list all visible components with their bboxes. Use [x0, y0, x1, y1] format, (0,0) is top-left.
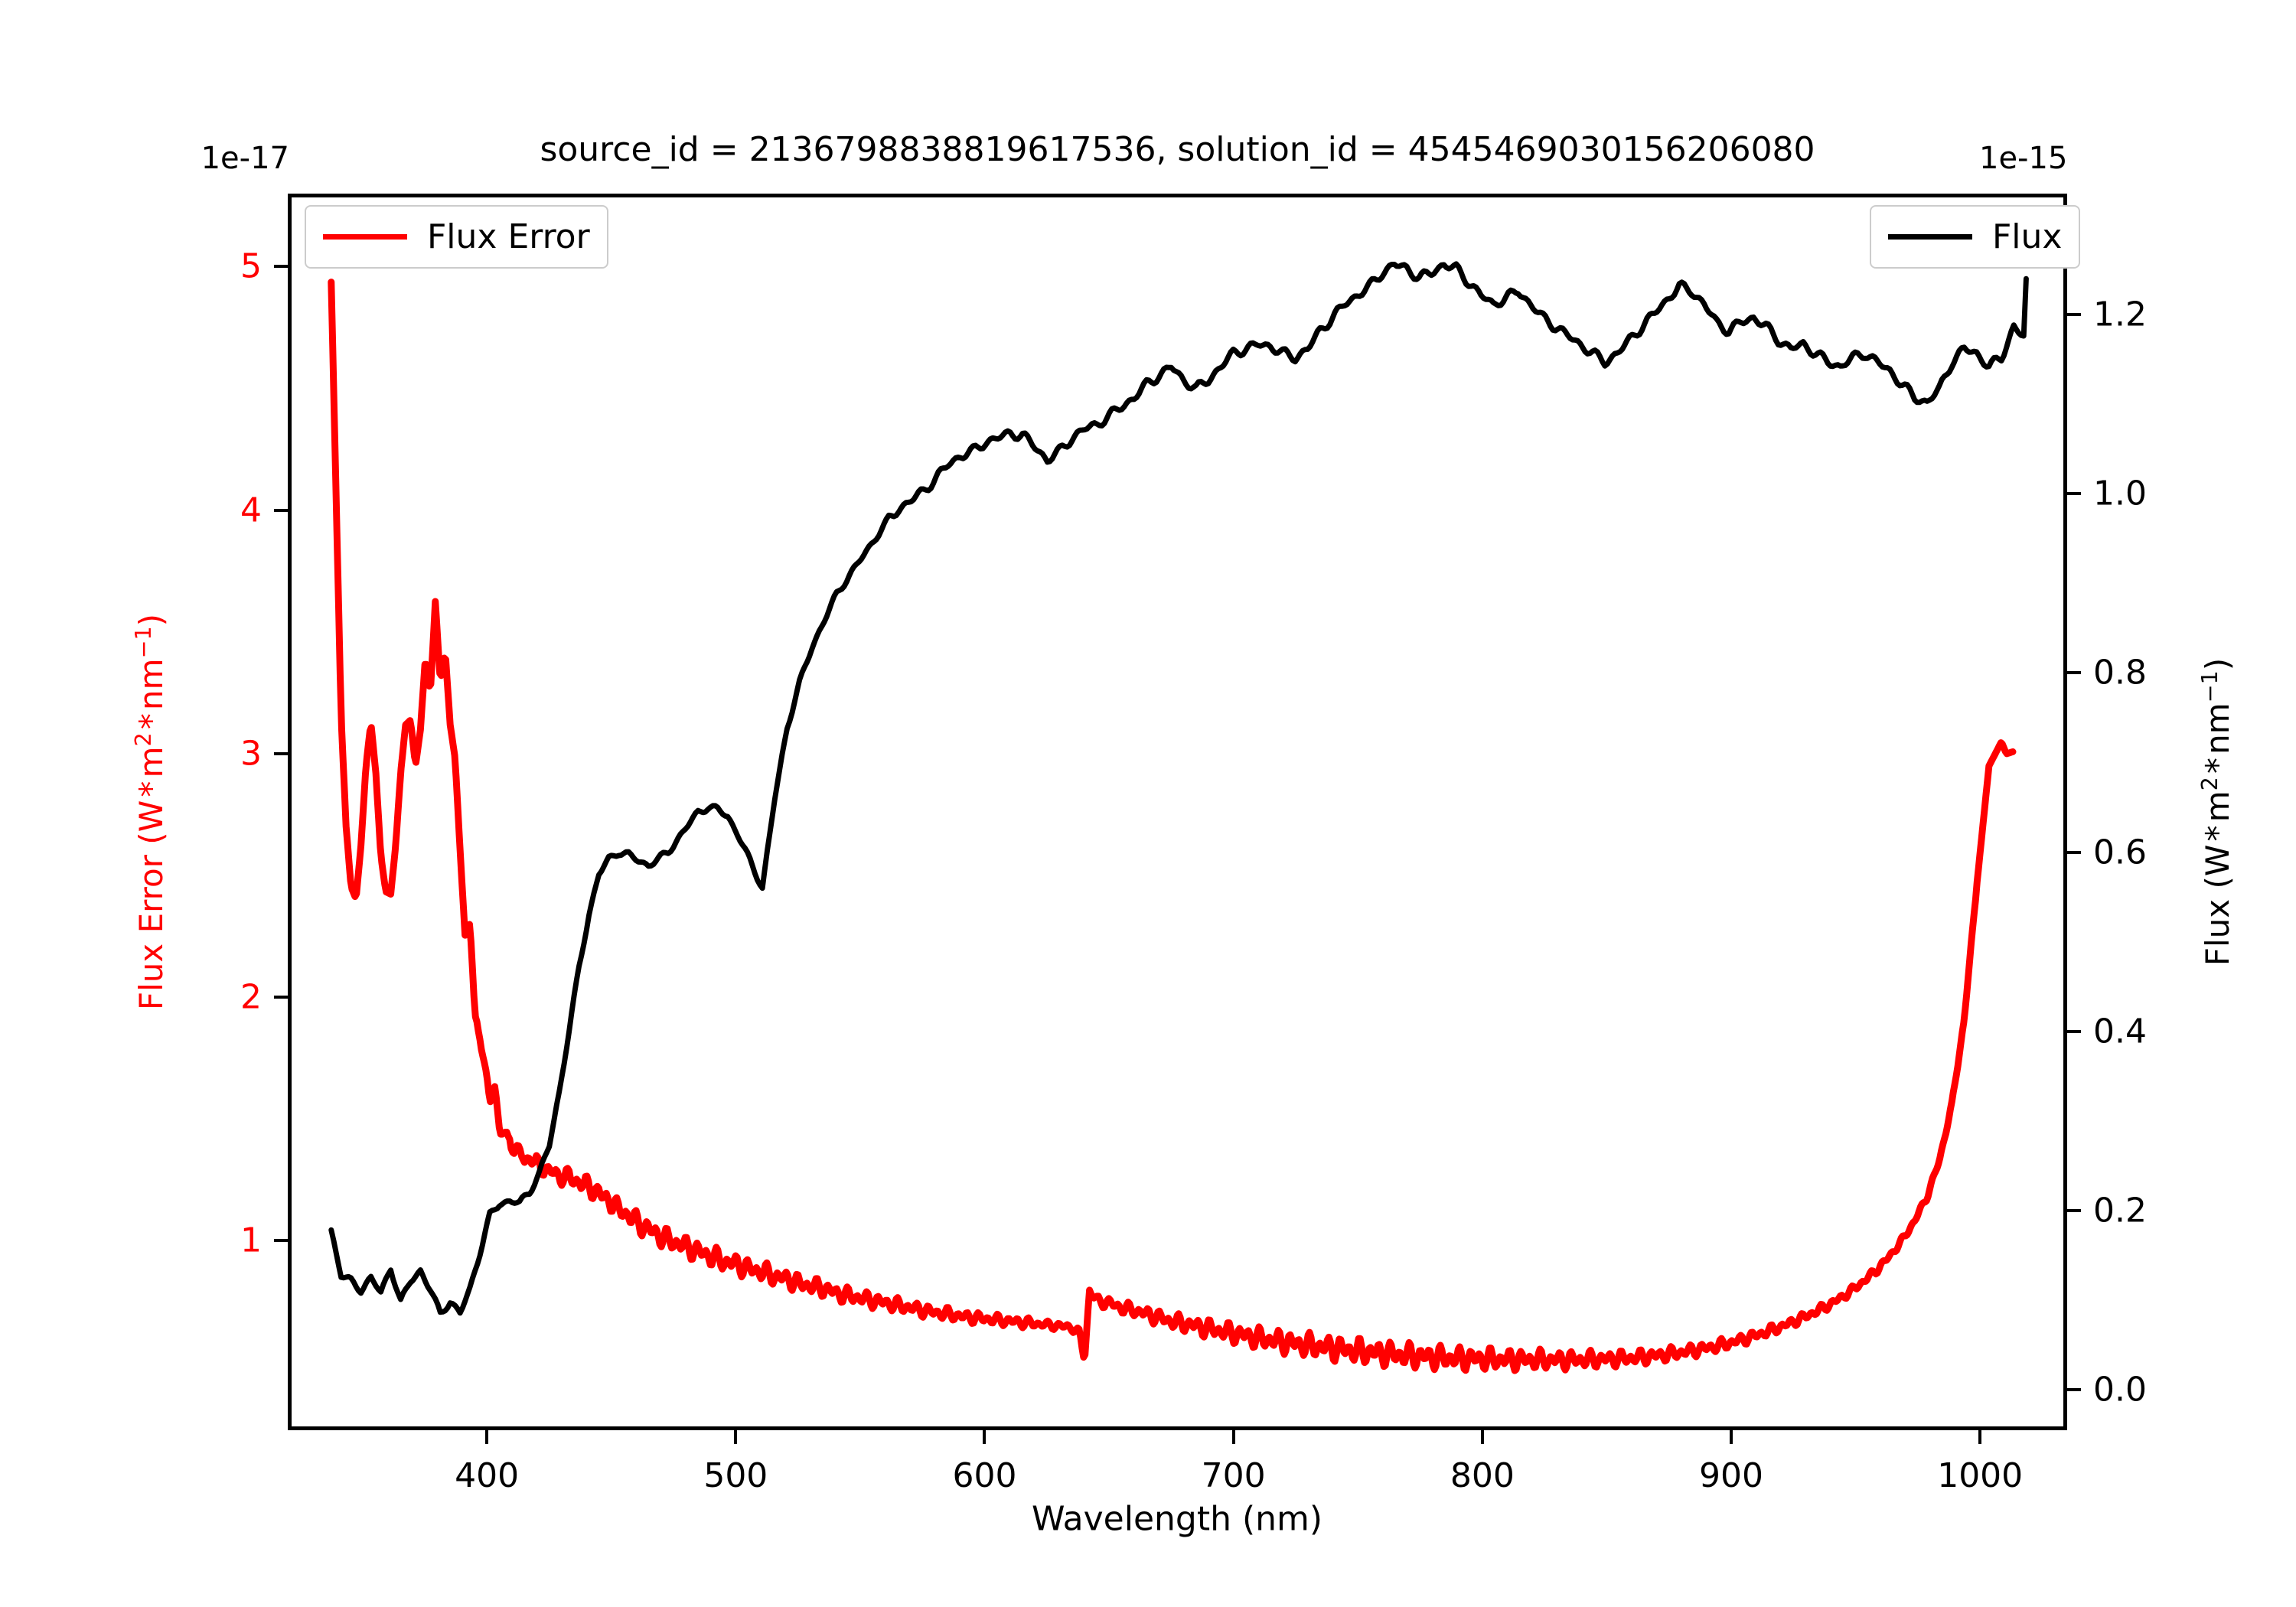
right-axis-tick-label: 0.2 — [2093, 1191, 2147, 1231]
x-axis-tick-mark — [734, 1430, 738, 1444]
left-axis-tick-label: 5 — [240, 246, 262, 286]
flux-legend-swatch — [1888, 234, 1972, 240]
flux-error-curve — [328, 279, 2017, 1374]
right-axis-title: Flux (W * m2 * nm−1) — [2197, 657, 2236, 966]
x-axis-tick-label: 400 — [455, 1456, 520, 1495]
right-axis-tick-label: 0.8 — [2093, 653, 2147, 693]
x-axis-tick-mark — [1480, 1430, 1484, 1444]
x-axis-tick-label: 800 — [1450, 1456, 1515, 1495]
right-axis-tick-label: 1.2 — [2093, 295, 2147, 334]
x-axis-tick-mark — [1231, 1430, 1235, 1444]
x-axis-tick-label: 1000 — [1937, 1456, 2024, 1495]
left-axis-tick-label: 1 — [240, 1221, 262, 1260]
right-axis-tick-mark — [2067, 1209, 2081, 1213]
page-title: source_id = 2136798838819617536, solutio… — [540, 130, 1815, 169]
left-axis-tick-label: 3 — [240, 734, 262, 774]
left-axis-tick-mark — [274, 751, 288, 755]
x-axis-tick-mark — [1730, 1430, 1733, 1444]
spectrum-plot — [328, 261, 2029, 1374]
x-axis-tick-mark — [1978, 1430, 1982, 1444]
right-axis-tick-mark — [2067, 1029, 2081, 1033]
right-axis-tick-mark — [2067, 313, 2081, 317]
x-axis-tick-mark — [485, 1430, 489, 1444]
left-axis-tick-label: 2 — [240, 977, 262, 1017]
right-axis-tick-mark — [2067, 671, 2081, 675]
right-axis-tick-label: 1.0 — [2093, 474, 2147, 513]
flux-curve — [328, 261, 2029, 1316]
flux-error-legend-swatch — [323, 234, 407, 240]
right-axis-tick-mark — [2067, 1388, 2081, 1392]
x-axis-tick-label: 900 — [1699, 1456, 1763, 1495]
legend-label-flux: Flux — [1992, 217, 2063, 256]
x-axis-tick-label: 500 — [703, 1456, 768, 1495]
right-axis-tick-label: 0.4 — [2093, 1012, 2147, 1051]
legend-label-flux-error: Flux Error — [427, 217, 590, 256]
left-axis-tick-mark — [274, 995, 288, 999]
left-axis-tick-mark — [274, 1238, 288, 1242]
x-axis-title: Wavelength (nm) — [1031, 1499, 1323, 1539]
right-axis-tick-label: 0.0 — [2093, 1370, 2147, 1410]
right-axis-tick-label: 0.6 — [2093, 833, 2147, 872]
left-axis-offset-label: 1e-17 — [201, 141, 289, 176]
left-axis-title: Flux Error (W * m2 * nm−1) — [130, 613, 170, 1011]
x-axis-tick-mark — [983, 1430, 987, 1444]
x-axis-tick-label: 600 — [952, 1456, 1017, 1495]
left-axis-tick-mark — [274, 508, 288, 512]
right-axis-tick-mark — [2067, 850, 2081, 854]
left-axis-tick-label: 4 — [240, 491, 262, 530]
left-axis-tick-mark — [274, 265, 288, 269]
legend-flux-error[interactable]: Flux Error — [305, 205, 608, 269]
x-axis-tick-label: 700 — [1201, 1456, 1266, 1495]
right-axis-offset-label: 1e-15 — [1979, 141, 2068, 176]
plot-axes — [288, 194, 2067, 1430]
right-axis-tick-mark — [2067, 492, 2081, 496]
legend-flux[interactable]: Flux — [1870, 205, 2081, 269]
